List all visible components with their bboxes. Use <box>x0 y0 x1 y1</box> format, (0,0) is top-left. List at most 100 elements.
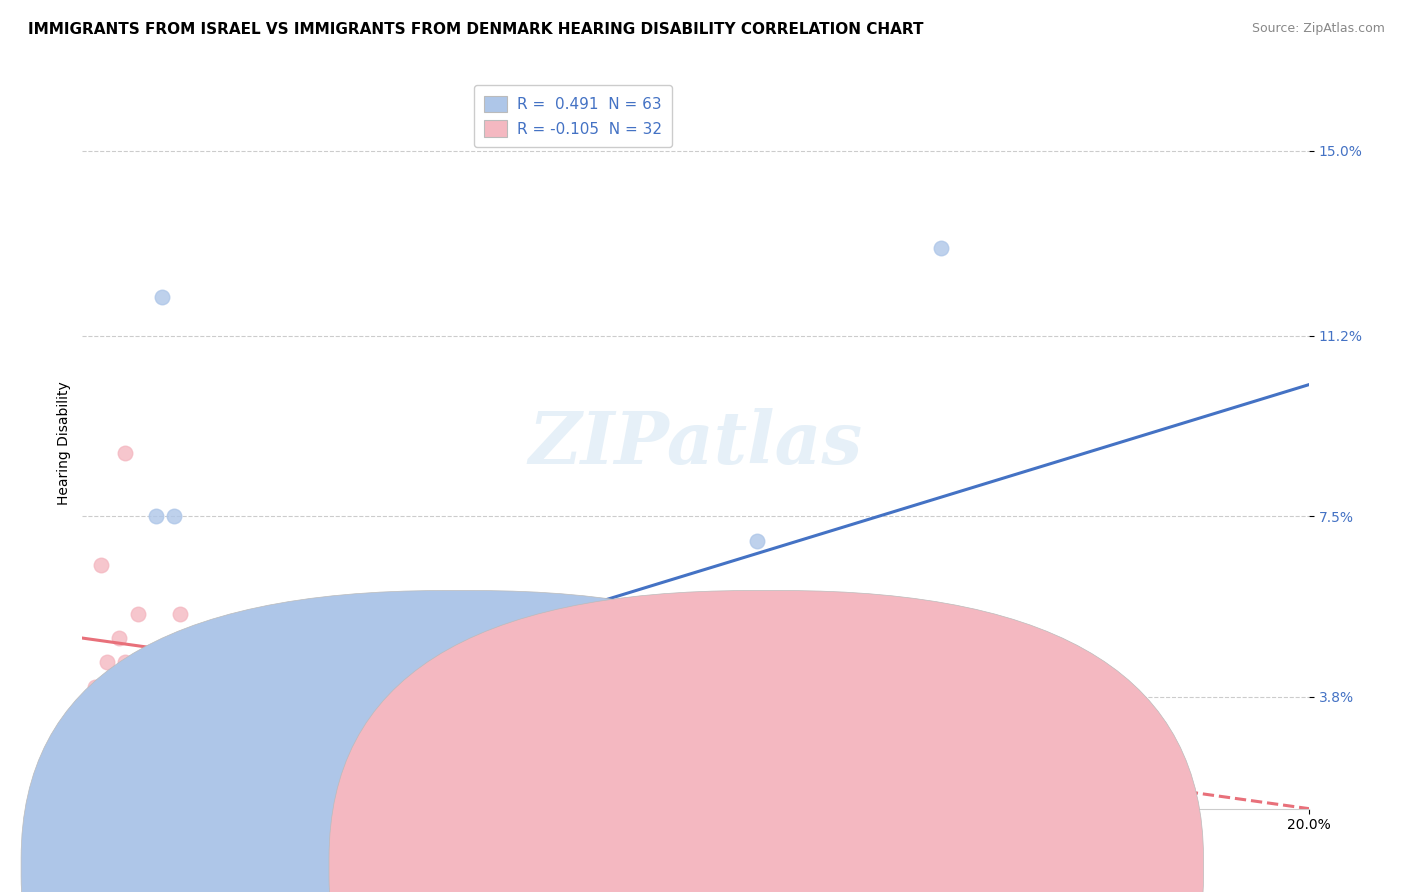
Point <box>108 753 131 767</box>
Point <box>212 739 235 753</box>
Point <box>194 739 217 753</box>
Point <box>108 729 131 743</box>
Point <box>181 680 204 694</box>
Point <box>114 739 136 753</box>
Point <box>212 690 235 704</box>
Point <box>120 704 142 718</box>
Point <box>114 446 136 460</box>
Point <box>929 241 952 255</box>
Point <box>163 690 186 704</box>
Point <box>90 558 112 572</box>
Point <box>274 729 297 743</box>
Point <box>139 690 162 704</box>
Point <box>145 753 167 767</box>
Point <box>292 670 315 684</box>
Point <box>157 680 180 694</box>
Point <box>243 704 266 718</box>
Point <box>243 739 266 753</box>
Point <box>169 753 191 767</box>
Point <box>207 631 229 645</box>
Point <box>139 739 162 753</box>
Point <box>163 509 186 524</box>
Point <box>127 607 149 621</box>
Point <box>132 729 155 743</box>
Point <box>181 739 204 753</box>
Point <box>378 729 401 743</box>
Point <box>77 729 100 743</box>
Point <box>150 690 173 704</box>
Point <box>101 690 124 704</box>
Text: ZIPatlas: ZIPatlas <box>529 408 863 479</box>
Point <box>96 704 118 718</box>
Point <box>120 753 142 767</box>
Point <box>745 533 768 548</box>
Point <box>254 680 277 694</box>
Point <box>316 690 339 704</box>
Point <box>163 739 186 753</box>
Point <box>108 631 131 645</box>
Point <box>145 670 167 684</box>
Point <box>90 739 112 753</box>
Point <box>150 290 173 304</box>
Point <box>194 680 217 694</box>
Point <box>439 753 461 767</box>
Text: Immigrants from Israel: Immigrants from Israel <box>456 855 613 870</box>
Point <box>145 509 167 524</box>
Point <box>145 777 167 791</box>
Point <box>169 777 191 791</box>
Point <box>187 753 209 767</box>
Point <box>274 690 297 704</box>
Point <box>127 739 149 753</box>
Point <box>132 680 155 694</box>
Point <box>132 777 155 791</box>
Point <box>114 767 136 781</box>
Point <box>218 719 240 733</box>
Point <box>236 670 259 684</box>
Point <box>150 739 173 753</box>
Point <box>114 656 136 670</box>
Point <box>139 767 162 781</box>
Point <box>108 704 131 718</box>
Point <box>132 753 155 767</box>
Point <box>157 777 180 791</box>
Point <box>83 753 105 767</box>
Point <box>157 753 180 767</box>
Point <box>378 670 401 684</box>
Point <box>114 714 136 728</box>
Text: IMMIGRANTS FROM ISRAEL VS IMMIGRANTS FROM DENMARK HEARING DISABILITY CORRELATION: IMMIGRANTS FROM ISRAEL VS IMMIGRANTS FRO… <box>28 22 924 37</box>
Point <box>225 739 247 753</box>
Point <box>187 656 209 670</box>
Point <box>96 656 118 670</box>
Point <box>96 767 118 781</box>
Point <box>200 729 222 743</box>
Point <box>108 680 131 694</box>
Text: Immigrants from Denmark: Immigrants from Denmark <box>751 855 936 870</box>
Text: Source: ZipAtlas.com: Source: ZipAtlas.com <box>1251 22 1385 36</box>
Point <box>408 656 430 670</box>
Point <box>120 729 142 743</box>
Point <box>316 690 339 704</box>
Point <box>120 777 142 791</box>
Point <box>101 714 124 728</box>
Point <box>335 690 357 704</box>
Point <box>101 739 124 753</box>
Point <box>83 680 105 694</box>
Point <box>169 607 191 621</box>
Point <box>207 753 229 767</box>
Point <box>150 767 173 781</box>
Point <box>231 729 253 743</box>
Point <box>353 680 375 694</box>
Point <box>77 704 100 718</box>
Point <box>90 719 112 733</box>
Point <box>163 767 186 781</box>
Point <box>298 704 321 718</box>
Legend: R =  0.491  N = 63, R = -0.105  N = 32: R = 0.491 N = 63, R = -0.105 N = 32 <box>474 85 672 147</box>
Point <box>127 767 149 781</box>
Point <box>101 777 124 791</box>
Point <box>262 714 284 728</box>
Point <box>439 640 461 655</box>
Point <box>470 631 492 645</box>
Point <box>176 767 198 781</box>
Y-axis label: Hearing Disability: Hearing Disability <box>58 381 72 505</box>
Point <box>236 714 259 728</box>
